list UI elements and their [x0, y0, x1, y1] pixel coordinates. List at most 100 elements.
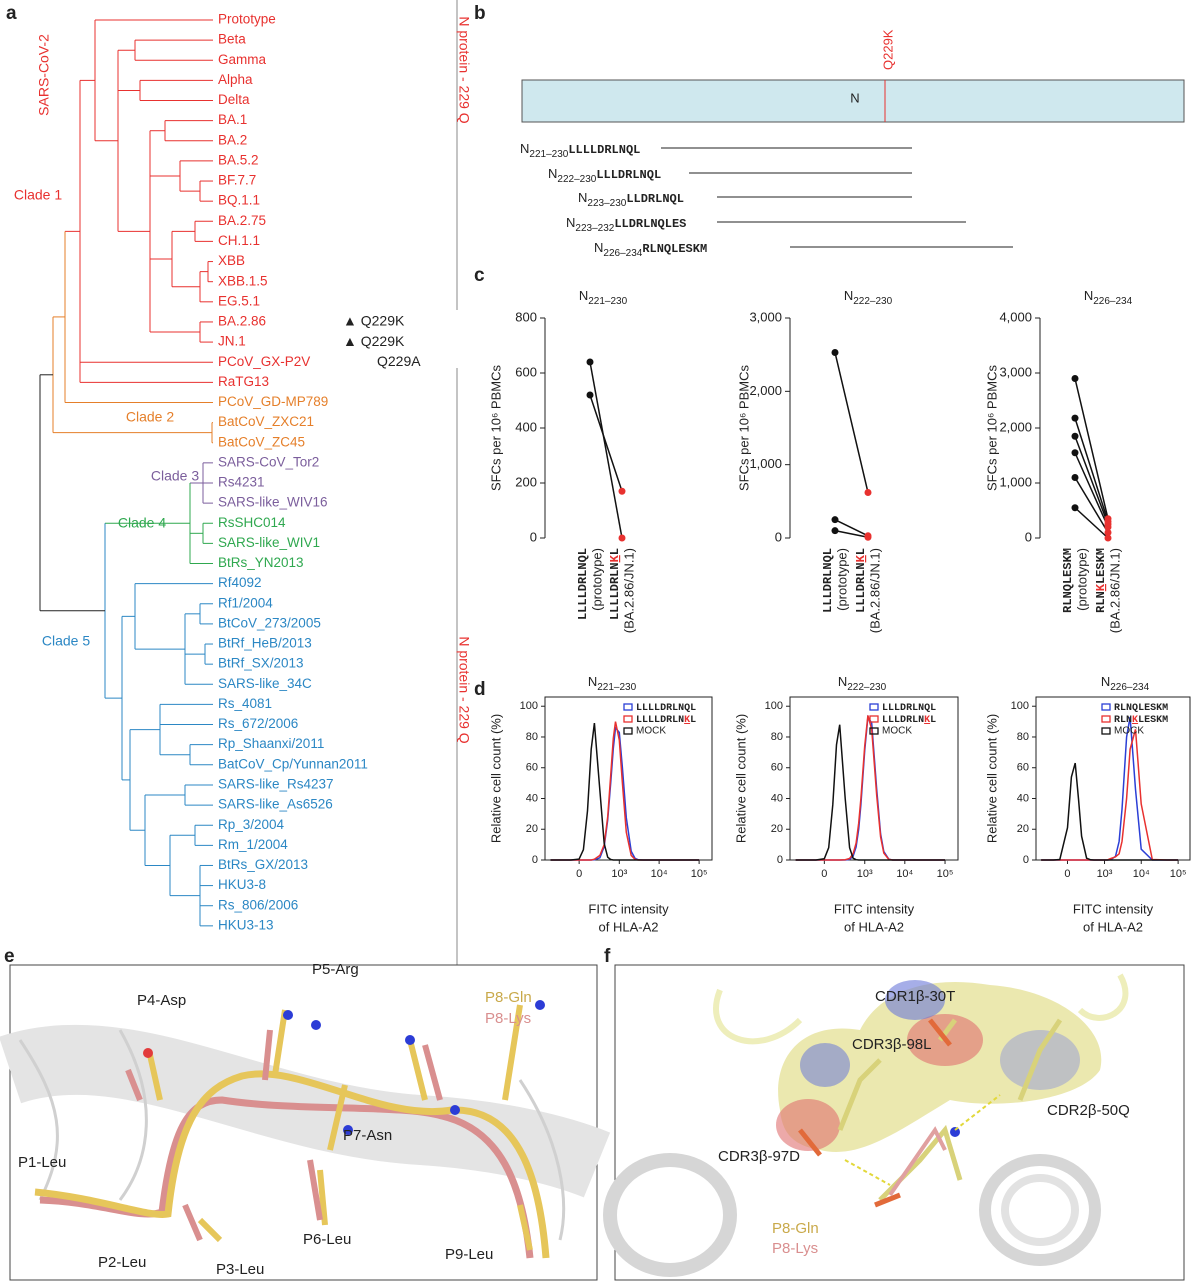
- point: [586, 358, 594, 366]
- leaf-label: Rs_806/2006: [218, 897, 298, 912]
- residue: L: [654, 703, 660, 714]
- legend-label: RLNQLESKM: [1114, 703, 1168, 714]
- residue: L: [854, 548, 868, 555]
- residue: L: [930, 703, 936, 714]
- surface-patch: [1000, 1030, 1080, 1090]
- protein-bar: [521, 79, 1185, 123]
- residue: L: [882, 715, 888, 726]
- legend-label: LLLDRLNQL: [882, 703, 936, 714]
- x-tick-label: 0: [821, 868, 827, 880]
- leaf-label: SARS-like_WIV1: [218, 535, 320, 550]
- y-tick-label: 0: [1023, 854, 1029, 866]
- leaf-label: BatCoV_ZC45: [218, 434, 305, 449]
- leaf-label: BtRf_HeB/2013: [218, 636, 312, 651]
- leaf-label: BA.2: [218, 132, 247, 147]
- residue-label: P8-Lys: [485, 1010, 531, 1027]
- chart-title: N221–230: [588, 674, 637, 692]
- protein-label: N: [850, 90, 859, 105]
- legend-label: RLNKLESKM: [1114, 715, 1168, 726]
- pair-line: [834, 352, 869, 493]
- x-tick-note: (BA.2.86/JN.1): [1107, 548, 1122, 633]
- x-tick-label: 10³: [857, 868, 873, 880]
- histogram-line: [795, 714, 945, 861]
- legend-swatch: [1101, 703, 1111, 711]
- histogram-line: [550, 725, 700, 861]
- clade-label: SARS-CoV-2: [36, 34, 52, 116]
- residue: R: [576, 576, 590, 584]
- panel-label: b: [474, 3, 486, 24]
- residue-label: P2-Leu: [98, 1254, 146, 1271]
- residue: N: [854, 562, 868, 569]
- residue: Q: [924, 703, 930, 714]
- residue-label: P7-Asn: [343, 1127, 392, 1144]
- atom: [343, 1125, 353, 1135]
- residue: S: [1061, 562, 1075, 569]
- residue: L: [821, 570, 835, 577]
- chart-title: N226–234: [1084, 288, 1133, 306]
- x-axis-label: of HLA-A2: [599, 919, 659, 934]
- residue: L: [608, 591, 622, 598]
- y-tick-label: 100: [765, 700, 783, 712]
- structure-f: [603, 964, 1185, 1281]
- atom: [283, 1010, 293, 1020]
- legend-label: MOCK: [636, 726, 666, 737]
- residue: L: [642, 715, 648, 726]
- residue-label: P5-Arg: [312, 961, 359, 978]
- residue: R: [666, 715, 672, 726]
- y-tick-label: 3,000: [749, 309, 782, 324]
- y-tick-label: 20: [1017, 823, 1029, 835]
- x-tick-label: LLLDRLNKL: [854, 548, 868, 613]
- x-tick-label: 10³: [1097, 868, 1113, 880]
- residue: L: [648, 703, 654, 714]
- residue: L: [1094, 577, 1108, 584]
- clade-label: Clade 1: [14, 187, 62, 203]
- residue: L: [1061, 577, 1075, 584]
- residue-label: CDR1β-30T: [875, 988, 955, 1005]
- title-sub: 226–234: [1110, 682, 1149, 693]
- leaf-label: BtRs_GX/2013: [218, 857, 308, 872]
- peptide-label: N221–230LLLLDRLNQL: [520, 141, 640, 159]
- residue-label: CDR2β-50Q: [1047, 1102, 1130, 1119]
- panel-label: f: [604, 946, 611, 967]
- y-tick-label: 0: [532, 854, 538, 866]
- y-tick-label: 60: [526, 762, 538, 774]
- y-tick-label: 100: [520, 700, 538, 712]
- legend-swatch: [869, 715, 879, 723]
- helix: [1001, 1174, 1079, 1246]
- mutated-residue: K: [924, 715, 930, 726]
- residue-label: P8-Gln: [485, 989, 532, 1006]
- pair-line: [1074, 378, 1109, 519]
- residue: L: [888, 715, 894, 726]
- y-tick-label: 0: [530, 529, 537, 544]
- mutated-residue: K: [1132, 715, 1138, 726]
- leaf-label: Rp_Shaanxi/2011: [218, 736, 324, 751]
- x-tick-label: LLLLDRLNQL: [576, 548, 590, 620]
- x-tick-note: (prototype): [1074, 548, 1089, 611]
- y-tick-label: 800: [515, 309, 537, 324]
- residue: L: [608, 548, 622, 555]
- residue: L: [821, 591, 835, 598]
- x-axis-label: FITC intensity: [588, 901, 669, 916]
- residue-label: CDR3β-97D: [718, 1148, 800, 1165]
- residue: R: [906, 715, 912, 726]
- peptide-range: 221–230: [529, 149, 568, 160]
- surface-patch: [800, 1043, 850, 1087]
- mutated-residue: K: [1094, 583, 1108, 591]
- residue: M: [1061, 548, 1075, 555]
- residue: L: [576, 548, 590, 555]
- point: [1071, 375, 1079, 382]
- y-axis-label: Relative cell count (%): [984, 714, 999, 843]
- peptide-seq: LLDRLNQLES: [614, 217, 686, 231]
- residue: N: [1126, 703, 1132, 714]
- title-main: N: [838, 674, 847, 689]
- leaf-label: BA.1: [218, 112, 247, 127]
- leaf-label: RaTG13: [218, 374, 269, 389]
- leaf-label: SARS-like_As6526: [218, 797, 333, 812]
- x-tick-label: 10⁴: [651, 868, 668, 880]
- chart-title: N222–230: [838, 674, 887, 692]
- point: [1071, 474, 1079, 481]
- helix: [0, 1024, 611, 1198]
- leaf-label: SARS-like_Rs4237: [218, 777, 334, 792]
- h-bond: [844, 1094, 1001, 1186]
